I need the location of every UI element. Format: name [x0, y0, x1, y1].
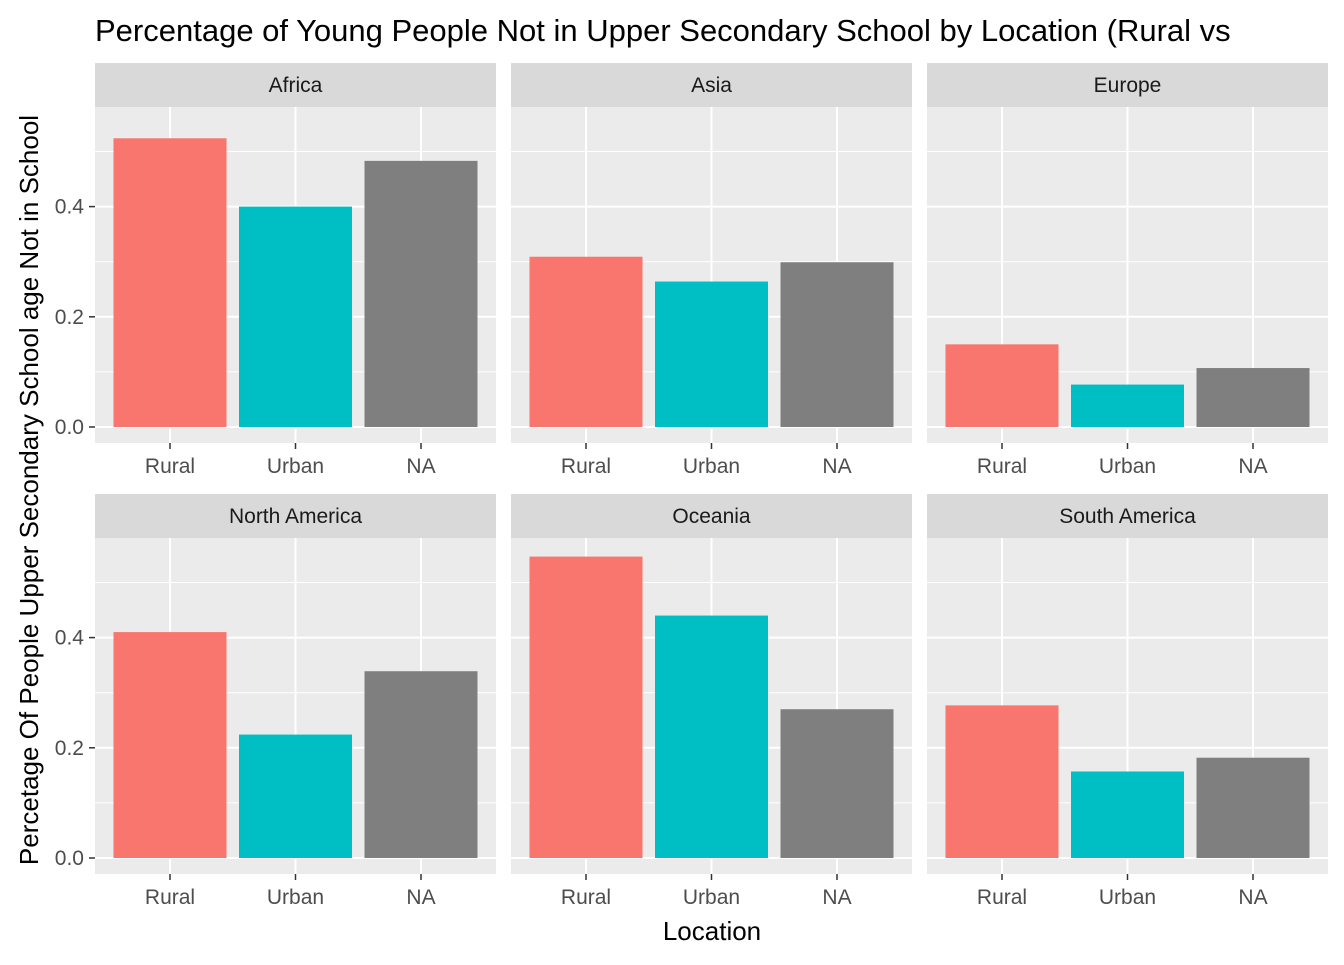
x-tick-label: NA: [822, 455, 851, 478]
bar-na: [1196, 368, 1310, 427]
x-tick-label: Rural: [977, 886, 1027, 909]
x-tick-label: Urban: [683, 886, 740, 909]
x-tick-label: Rural: [145, 455, 195, 478]
chart-title: Percentage of Young People Not in Upper …: [95, 13, 1231, 48]
bar-rural: [113, 632, 227, 858]
x-tick-label: Urban: [683, 455, 740, 478]
x-tick-label: Urban: [1099, 455, 1156, 478]
x-tick-label: Urban: [1099, 886, 1156, 909]
facet-strip: [927, 494, 1328, 538]
facet-strip-label: Asia: [691, 74, 732, 97]
bar-urban: [1071, 384, 1184, 427]
bar-urban: [655, 281, 768, 427]
bar-urban: [655, 615, 768, 858]
bar-rural: [113, 138, 227, 427]
y-tick-label: 0.0: [55, 847, 84, 870]
bar-na: [364, 671, 478, 858]
facet-panels: Africa Rural Urban NA 0.0 0.2 0.4 Asia Rural Urba…: [55, 63, 1328, 909]
bar-rural: [529, 256, 643, 427]
x-tick-label: Urban: [267, 455, 324, 478]
facet-strip-label: Africa: [269, 74, 323, 97]
bar-urban: [1071, 771, 1184, 858]
bar-na: [780, 709, 894, 858]
facet-strip: [95, 494, 496, 538]
y-tick-label: 0.2: [55, 737, 84, 760]
bar-rural: [945, 344, 1059, 427]
x-tick-label: Rural: [561, 886, 611, 909]
x-tick-label: NA: [406, 886, 435, 909]
facet-north-america: North America Rural Urban NA 0.0 0.2 0.4: [55, 494, 496, 909]
x-axis-title: Location: [663, 916, 761, 946]
x-tick-label: NA: [406, 455, 435, 478]
facet-strip-label: North America: [229, 505, 362, 528]
facet-south-america: South America Rural Urban NA: [927, 494, 1328, 909]
facet-strip: [95, 63, 496, 107]
facet-europe: Europe Rural Urban NA: [927, 63, 1328, 478]
bar-na: [364, 160, 478, 427]
y-axis-title: Percetage Of People Upper Secondary Scho…: [14, 115, 44, 865]
bar-na: [780, 262, 894, 427]
x-tick-label: Rural: [145, 886, 195, 909]
x-tick-label: Rural: [977, 455, 1027, 478]
y-tick-label: 0.2: [55, 306, 84, 329]
bar-urban: [239, 734, 352, 858]
x-tick-label: NA: [822, 886, 851, 909]
facet-oceania: Oceania Rural Urban NA: [511, 494, 912, 909]
y-tick-label: 0.4: [55, 196, 85, 219]
facet-strip-label: Europe: [1094, 74, 1162, 97]
facet-africa: Africa Rural Urban NA 0.0 0.2 0.4: [55, 63, 496, 478]
y-tick-label: 0.0: [55, 416, 84, 439]
x-tick-label: NA: [1238, 886, 1267, 909]
facet-strip: [927, 63, 1328, 107]
x-tick-label: Urban: [267, 886, 324, 909]
facet-strip-label: South America: [1059, 505, 1196, 528]
facet-strip: [511, 63, 912, 107]
bar-rural: [529, 556, 643, 858]
bar-urban: [239, 206, 352, 427]
facet-strip: [511, 494, 912, 538]
y-tick-label: 0.4: [55, 627, 85, 650]
bar-rural: [945, 705, 1059, 858]
bar-na: [1196, 757, 1310, 858]
facet-strip-label: Oceania: [672, 505, 751, 528]
x-tick-label: Rural: [561, 455, 611, 478]
facet-asia: Asia Rural Urban NA: [511, 63, 912, 478]
x-tick-label: NA: [1238, 455, 1267, 478]
